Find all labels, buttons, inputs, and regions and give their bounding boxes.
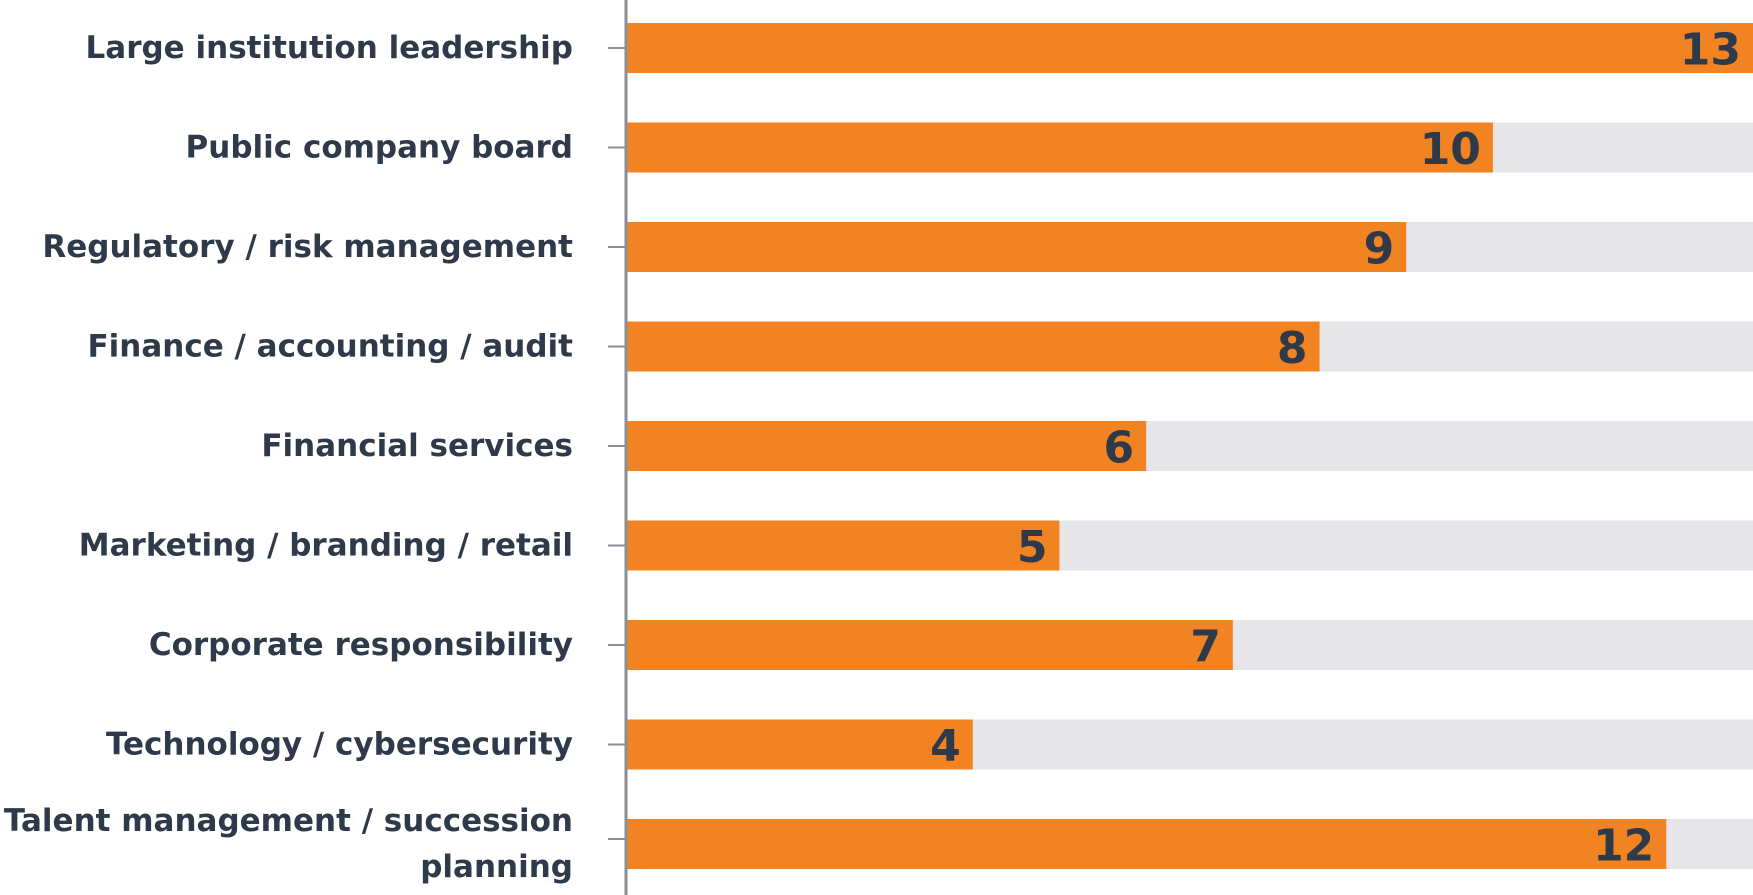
bar [626, 421, 1147, 471]
category-label: Financial services [261, 428, 573, 464]
category-label: Technology / cybersecurity [106, 727, 573, 763]
bar [626, 819, 1667, 869]
category-label-line: planning [420, 849, 573, 885]
value-label: 6 [1104, 423, 1135, 474]
bar [626, 23, 1753, 73]
category-label-line: Technology / cybersecurity [106, 727, 573, 763]
value-label: 13 [1680, 25, 1741, 76]
y-axis [608, 0, 628, 895]
category-label: Corporate responsibility [149, 627, 573, 663]
category-label-line: Finance / accounting / audit [87, 329, 573, 365]
value-labels: 13 10 9 8 6 5 7 4 12 [930, 25, 1741, 872]
bar [626, 520, 1060, 571]
category-labels: Large institution leadership Public compa… [4, 30, 573, 885]
category-label: Talent management / succession planning [4, 803, 573, 885]
category-label: Large institution leadership [86, 30, 573, 66]
value-label: 8 [1277, 323, 1308, 374]
value-label: 9 [1364, 224, 1395, 275]
category-label-line: Marketing / branding / retail [79, 528, 573, 564]
bars [626, 23, 1753, 869]
value-label: 12 [1593, 821, 1654, 872]
category-label-line: Regulatory / risk management [42, 229, 573, 265]
category-label-line: Financial services [261, 428, 573, 464]
category-label: Regulatory / risk management [42, 229, 573, 265]
category-label: Finance / accounting / audit [87, 329, 573, 365]
category-label-line: Large institution leadership [86, 30, 573, 66]
category-label-line: Talent management / succession [4, 803, 573, 839]
bar [626, 321, 1320, 372]
category-label: Public company board [186, 130, 573, 166]
value-label: 10 [1420, 124, 1481, 175]
category-label-line: Corporate responsibility [149, 627, 573, 663]
value-label: 4 [930, 721, 961, 772]
value-label: 7 [1190, 622, 1221, 673]
bar [626, 620, 1233, 670]
value-label: 5 [1017, 522, 1048, 573]
bar [626, 719, 973, 770]
bar [626, 122, 1493, 173]
category-label: Marketing / branding / retail [79, 528, 573, 564]
category-label-line: Public company board [186, 130, 573, 166]
bar [626, 222, 1407, 272]
